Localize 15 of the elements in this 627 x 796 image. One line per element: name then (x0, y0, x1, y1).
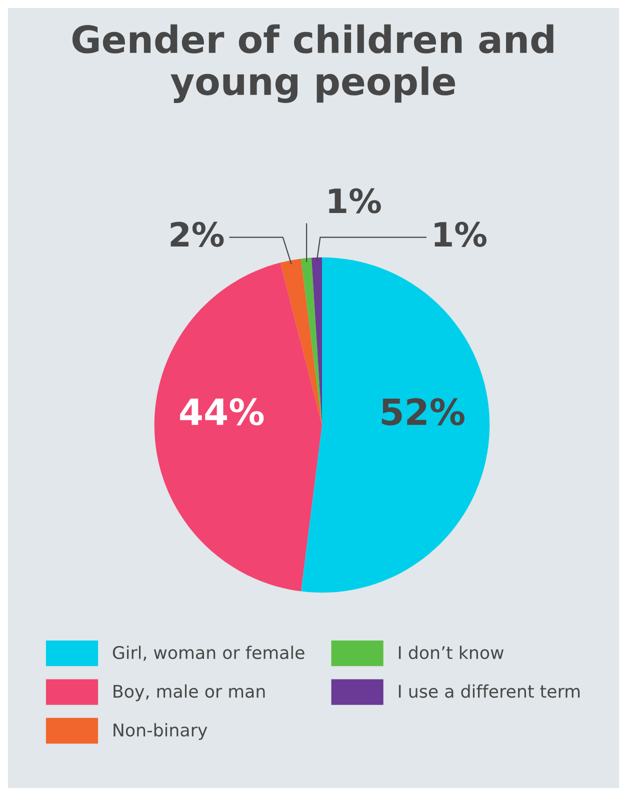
pie-slice (300, 257, 490, 593)
legend-label: Boy, male or man (114, 684, 265, 702)
chart-title: Gender of children and young people (72, 24, 554, 103)
legend-label: I use a different term (398, 684, 580, 698)
data-label: 2% (170, 222, 224, 247)
data-label: 1% (434, 222, 486, 247)
legend-label: Girl, woman or female (112, 646, 304, 661)
pie-slice (280, 258, 322, 425)
data-label: 1% (329, 188, 381, 214)
data-label: 52% (382, 398, 464, 426)
pie-slice (300, 258, 322, 425)
pie-slice (154, 262, 322, 592)
legend-label: Non-binary (114, 723, 208, 740)
data-label: 44% (180, 398, 264, 426)
legend-label: I don’t know (398, 646, 504, 660)
